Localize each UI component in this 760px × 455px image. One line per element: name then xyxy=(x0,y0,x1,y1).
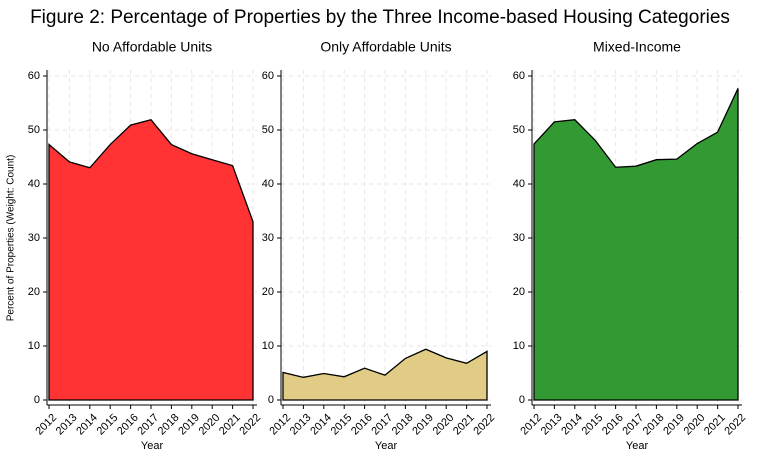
y-tick-label: 30 xyxy=(28,232,40,244)
y-tick-label: 20 xyxy=(262,286,274,298)
panel-title: No Affordable Units xyxy=(92,39,212,55)
y-tick-label: 0 xyxy=(268,394,274,406)
y-tick-label: 10 xyxy=(513,340,525,352)
y-tick-label: 10 xyxy=(262,340,274,352)
y-tick-label: 30 xyxy=(513,232,525,244)
panel-title: Only Affordable Units xyxy=(320,39,451,55)
y-tick-label: 20 xyxy=(513,286,525,298)
x-axis-label: Year xyxy=(141,440,164,452)
y-tick-label: 40 xyxy=(262,178,274,190)
y-axis-label: Percent of Properties (Weight: Count) xyxy=(6,155,17,322)
y-tick-label: 40 xyxy=(28,178,40,190)
y-tick-label: 40 xyxy=(513,178,525,190)
figure-title: Figure 2: Percentage of Properties by th… xyxy=(30,7,730,28)
y-tick-label: 50 xyxy=(513,124,525,136)
y-tick-label: 60 xyxy=(28,70,40,82)
area xyxy=(48,119,254,401)
y-tick-label: 0 xyxy=(34,394,40,406)
y-tick-label: 50 xyxy=(262,124,274,136)
panel-title: Mixed-Income xyxy=(593,39,681,55)
x-axis-label: Year xyxy=(626,440,649,452)
y-tick-label: 60 xyxy=(513,70,525,82)
area xyxy=(533,88,739,401)
y-tick-label: 60 xyxy=(262,70,274,82)
y-tick-label: 10 xyxy=(28,340,40,352)
x-axis-label: Year xyxy=(375,440,398,452)
y-tick-label: 30 xyxy=(262,232,274,244)
y-tick-label: 50 xyxy=(28,124,40,136)
y-tick-label: 20 xyxy=(28,286,40,298)
y-tick-label: 0 xyxy=(519,394,525,406)
area xyxy=(282,348,488,401)
